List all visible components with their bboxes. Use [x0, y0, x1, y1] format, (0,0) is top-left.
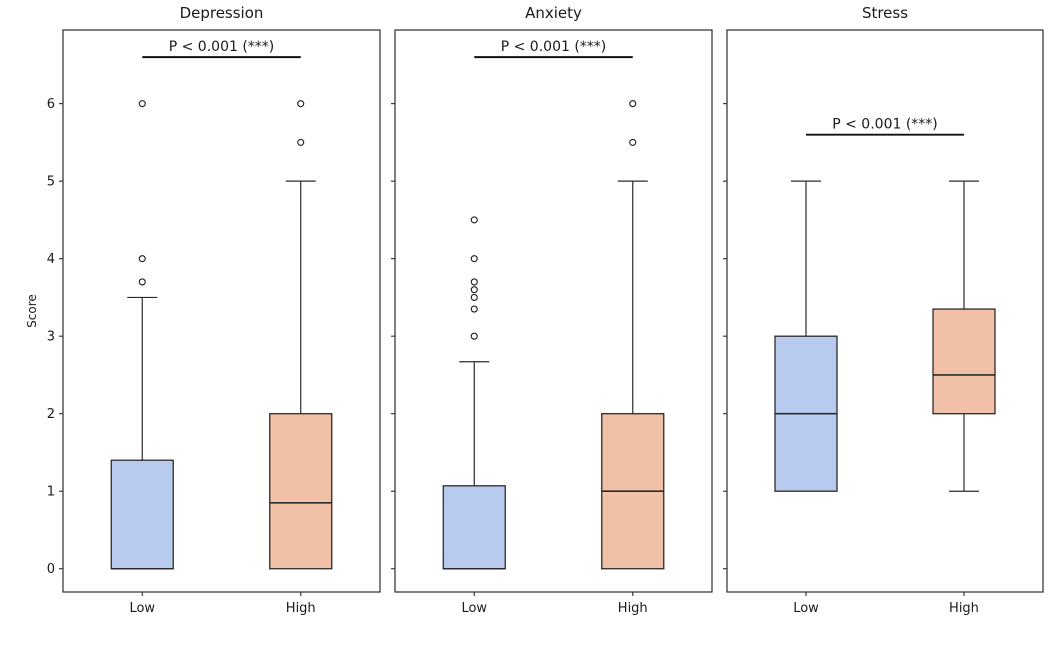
outlier-point	[470, 305, 478, 313]
plot-border	[62, 29, 381, 593]
panel-depression: Depression 0 1 2 3 4 5 6 Low High P < 0.001 (***)	[47, 4, 381, 616]
significance-label: P < 0.001 (***)	[169, 39, 275, 55]
panel-anxiety: Anxiety Low High P < 0.001 (***)	[391, 4, 713, 616]
boxplot-low	[442, 216, 506, 570]
panel-title: Stress	[862, 4, 908, 22]
y-tick-label: 6	[47, 97, 55, 112]
y-tick-label: 4	[47, 252, 55, 267]
boxplot-high	[932, 180, 996, 492]
significance-label: P < 0.001 (***)	[832, 117, 938, 133]
y-tick-label: 2	[47, 407, 55, 422]
x-tick-label: High	[286, 601, 316, 616]
outlier-point	[470, 278, 478, 286]
outlier-point	[629, 138, 637, 146]
boxplot-low	[110, 100, 174, 570]
y-tick-label: 1	[47, 485, 55, 500]
plot-border	[394, 29, 713, 593]
y-tick-label: 3	[47, 330, 55, 345]
panel-stress: Stress Low High P < 0.001 (***)	[723, 4, 1044, 616]
box-rect	[442, 485, 506, 570]
outlier-point	[470, 332, 478, 340]
x-tick-label: Low	[461, 601, 487, 616]
panel-title: Depression	[180, 4, 264, 22]
box-rect	[269, 413, 333, 570]
x-tick-label: Low	[793, 601, 819, 616]
box-rect	[110, 459, 174, 570]
boxplot-low	[774, 180, 838, 492]
outlier-point	[297, 100, 305, 108]
outlier-point	[138, 100, 146, 108]
y-axis-label: Score	[25, 294, 39, 328]
significance-annotation: P < 0.001 (***)	[474, 39, 633, 59]
outlier-point	[629, 100, 637, 108]
boxplot-high	[601, 100, 665, 570]
significance-annotation: P < 0.001 (***)	[142, 39, 301, 59]
boxplot-high	[269, 100, 333, 570]
significance-label: P < 0.001 (***)	[501, 39, 607, 55]
outlier-point	[470, 293, 478, 301]
significance-annotation: P < 0.001 (***)	[806, 117, 964, 136]
outlier-point	[470, 216, 478, 224]
outlier-point	[297, 138, 305, 146]
x-tick-label: High	[949, 601, 979, 616]
outlier-point	[138, 278, 146, 286]
outlier-point	[470, 255, 478, 263]
box-rect	[932, 308, 996, 415]
outlier-point	[470, 286, 478, 294]
x-tick-label: High	[618, 601, 648, 616]
outlier-point	[138, 255, 146, 263]
y-tick-label: 0	[47, 562, 55, 577]
panel-title: Anxiety	[525, 4, 582, 22]
y-tick-label: 5	[47, 175, 55, 190]
x-tick-label: Low	[129, 601, 155, 616]
